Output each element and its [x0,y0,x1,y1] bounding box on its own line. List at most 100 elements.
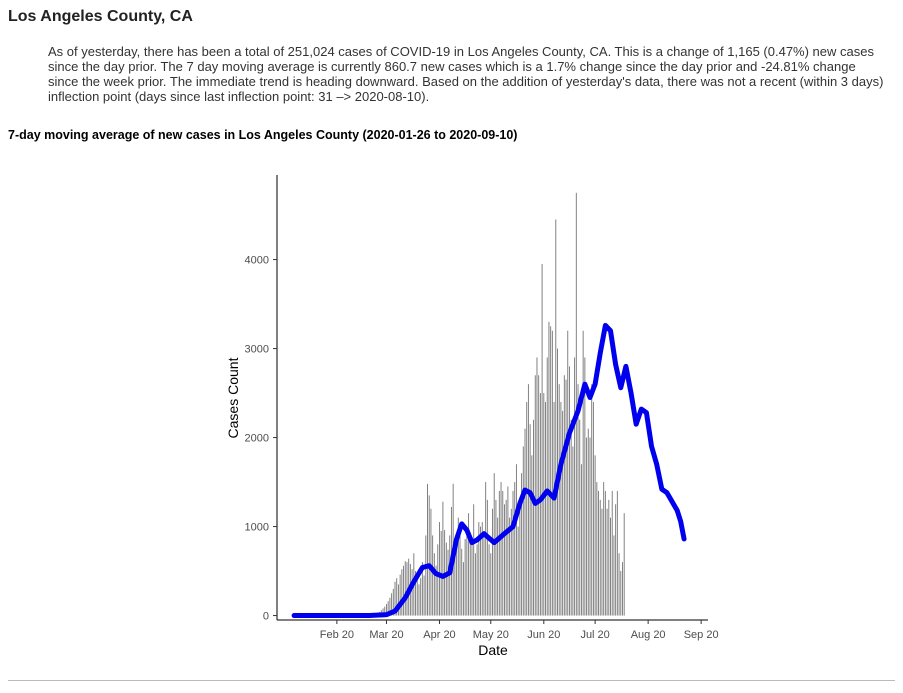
daily-cases-bar [406,562,408,616]
daily-cases-bar [445,542,447,616]
daily-cases-bar [591,384,593,616]
daily-cases-bar [596,482,598,616]
daily-cases-bar [546,357,548,616]
page-title: Los Angeles County, CA [8,8,193,25]
x-tick-label: Feb 20 [320,629,354,641]
x-tick-label: Jul 20 [580,629,609,641]
moving-average-chart: 0 1000 2000 3000 4000 Feb 20 Mar 20 Apr 20 May 2… [225,175,719,658]
daily-cases-bar [480,526,481,616]
daily-cases-bar [432,535,434,616]
y-tick-label: 4000 [245,255,269,267]
y-tick-label: 2000 [245,433,269,445]
daily-cases-bar [534,375,536,616]
daily-cases-bar [599,499,601,616]
daily-cases-bar [488,544,490,616]
daily-cases-bar [382,608,384,616]
daily-cases-bar [427,483,428,616]
daily-cases-bar [531,455,533,616]
daily-cases-bar [384,606,386,616]
daily-cases-bar [558,384,560,616]
daily-cases-bar [473,504,475,616]
daily-cases-bar [423,575,425,616]
daily-cases-bar [495,499,497,616]
daily-cases-bar [620,571,622,616]
daily-cases-bar [433,553,435,616]
daily-cases-bar [485,482,487,616]
daily-cases-bar [551,330,553,616]
daily-cases-bar [430,508,432,616]
daily-cases-bar [502,490,504,616]
x-tick-label: Mar 20 [369,629,403,641]
daily-cases-bar [580,464,582,616]
daily-cases-bar [454,548,456,616]
daily-cases-bar [456,544,458,616]
daily-cases-bar [563,375,565,616]
daily-cases-bar [415,571,417,616]
y-tick-label: 0 [263,611,269,623]
daily-cases-bar [497,517,499,616]
daily-cases-bar [524,428,526,616]
chart-title: 7-day moving average of new cases in Los… [8,128,518,142]
daily-cases-bar [464,539,466,616]
section-divider [8,680,895,681]
daily-cases-bar [589,437,591,616]
daily-cases-bar [507,486,509,616]
daily-cases-bar [468,513,470,616]
daily-cases-bar [601,508,603,616]
daily-cases-bar [577,384,579,616]
moving-average-layer [291,322,687,619]
x-axis-title: Date [478,642,508,658]
daily-cases-bar [498,490,500,616]
daily-cases-bar [586,437,588,616]
daily-cases-bar [604,490,606,616]
daily-cases-bar [517,526,519,616]
daily-cases-bar [462,562,464,616]
daily-cases-bar [492,508,493,616]
daily-cases-bar [418,584,420,616]
daily-cases-bar [587,428,589,616]
daily-cases-bar [594,455,596,616]
daily-cases-bar [608,499,610,616]
daily-cases-bar [526,401,528,616]
daily-cases-bar [385,603,387,616]
daily-cases-bar [529,424,531,616]
daily-cases-bar [543,393,545,616]
daily-cases-bar [613,535,615,616]
x-tick-label: May 20 [473,629,509,641]
daily-cases-bar [618,553,620,616]
daily-cases-bar [622,562,623,616]
moving-average-line [291,322,687,619]
daily-cases-bar [459,523,461,616]
daily-cases-bar [541,264,543,616]
daily-cases-bar [545,401,546,616]
daily-cases-bar [500,482,502,616]
daily-cases-bar [394,581,396,616]
daily-cases-bar [611,490,613,616]
daily-cases-bar [437,544,439,616]
daily-cases-bar [421,562,423,616]
daily-cases-bar [504,504,505,616]
daily-cases-bar [570,419,572,616]
daily-cases-bar [483,531,485,616]
summary-paragraph: As of yesterday, there has been a total … [48,44,884,104]
daily-cases-bar [548,321,550,616]
y-tick-label: 3000 [245,344,269,356]
y-tick-label: 1000 [245,522,269,534]
daily-cases-bar [389,597,391,616]
daily-cases-bar [469,535,471,616]
daily-cases-bar [399,574,401,616]
daily-cases-bar [539,393,541,616]
daily-cases-bar [623,513,625,616]
daily-cases-bar [567,330,569,616]
daily-cases-bar [510,508,512,616]
daily-cases-bar [397,584,399,616]
daily-cases-bar [522,446,524,616]
daily-cases-bar [616,490,618,616]
daily-cases-bar [505,499,507,616]
daily-cases-bar [509,517,511,616]
daily-cases-bar [401,569,403,616]
daily-cases-bar [527,384,529,616]
daily-cases-bar [428,495,430,616]
daily-cases-bar [568,366,570,616]
daily-cases-bar [515,464,517,616]
